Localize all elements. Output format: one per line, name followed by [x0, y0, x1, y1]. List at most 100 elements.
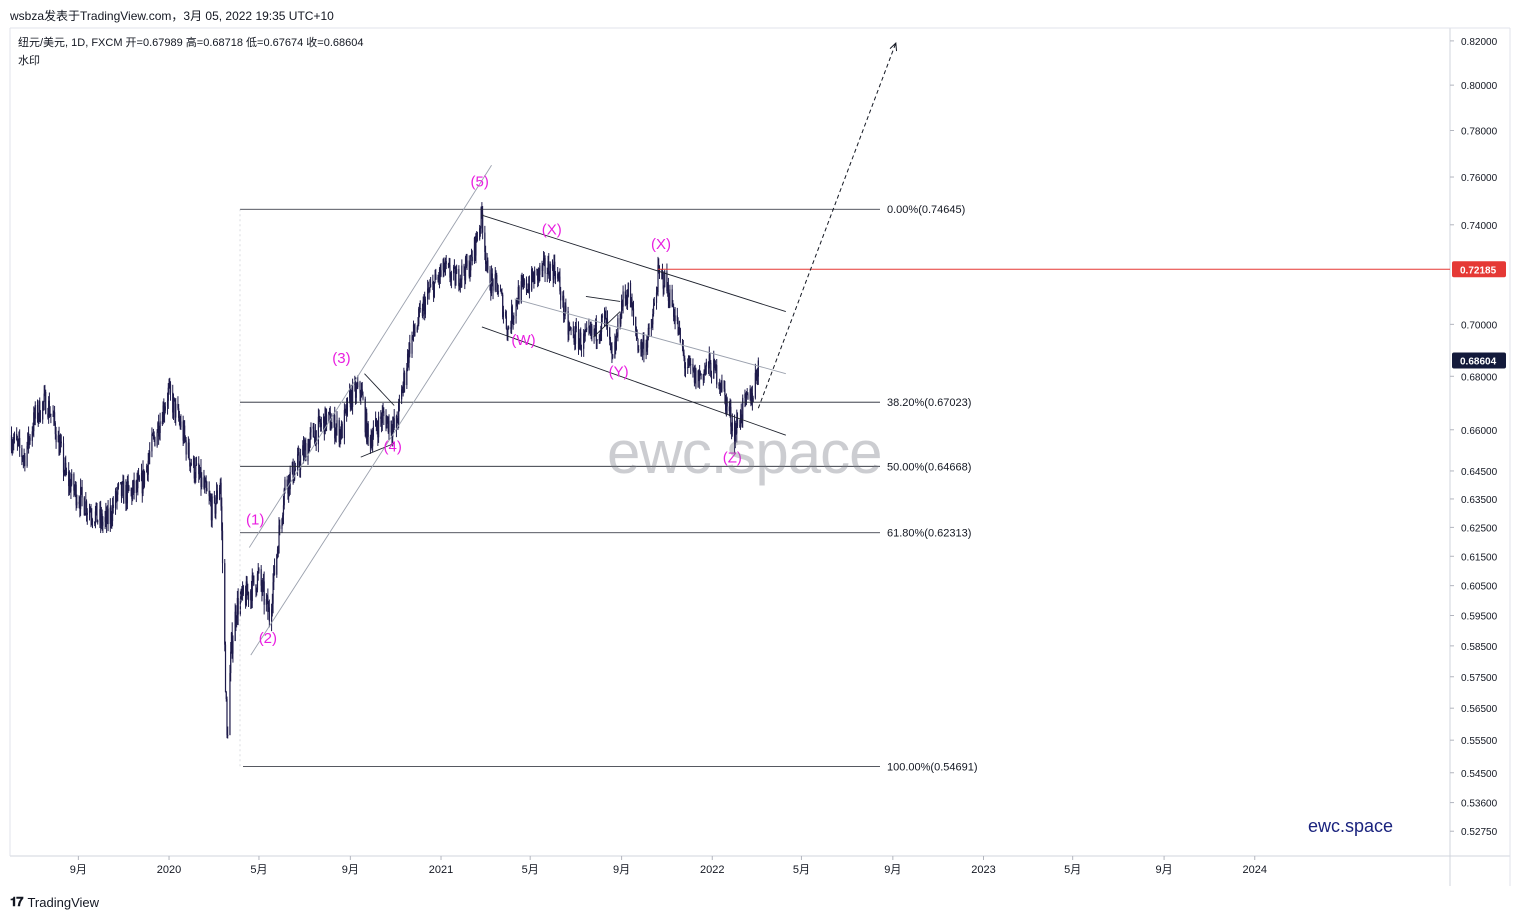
candle-body	[521, 281, 523, 282]
candle	[303, 437, 305, 461]
candle-body	[495, 274, 497, 276]
candle-body	[173, 397, 175, 400]
candle	[70, 479, 72, 500]
candle-body	[163, 410, 166, 415]
candle-body	[37, 416, 39, 420]
candle	[403, 367, 405, 394]
candle	[50, 413, 52, 424]
wave-label: (1)	[246, 512, 264, 529]
candle	[31, 426, 33, 447]
candle-body	[590, 326, 592, 333]
candle	[23, 448, 25, 467]
candle	[381, 405, 383, 432]
candle-body	[377, 416, 380, 438]
candle	[372, 427, 374, 453]
candle	[724, 380, 726, 405]
candle	[195, 456, 198, 466]
candle	[331, 413, 333, 429]
candle	[65, 467, 68, 476]
candle-body	[156, 432, 158, 446]
candle	[485, 261, 487, 272]
candle	[418, 306, 420, 327]
candle-body	[367, 423, 369, 437]
candle	[418, 303, 421, 318]
candle-body	[460, 278, 462, 280]
candle-body	[568, 328, 570, 335]
candle	[74, 481, 76, 498]
candle	[506, 328, 508, 341]
candle-body	[184, 436, 186, 441]
candle-body	[666, 271, 668, 292]
candle	[48, 396, 50, 424]
candle	[575, 318, 577, 333]
candle	[433, 282, 435, 299]
candle-body	[468, 260, 470, 277]
candle-body	[53, 412, 56, 424]
trend-lines[interactable]	[248, 42, 1450, 656]
wave-label: (5)	[470, 173, 488, 190]
candle	[450, 271, 452, 286]
candle	[583, 330, 586, 343]
candle-body	[577, 328, 580, 349]
candle	[456, 264, 458, 275]
candle-body	[260, 569, 262, 586]
candle	[647, 323, 649, 341]
fibonacci-retracement[interactable]: 0.00%(0.74645) 38.20%(0.67023) 50.00%(0.64…	[239, 204, 978, 773]
candle	[49, 406, 51, 417]
publish-info: wsbza发表于TradingView.com，3月 05, 2022 19:3…	[10, 9, 334, 23]
candle	[625, 294, 627, 306]
candle-body	[94, 522, 96, 524]
candle	[380, 410, 382, 427]
symbol-ohlc-legend[interactable]: 纽元/美元, 1D, FXCM 开=0.67989 高=0.68718 低=0.…	[18, 37, 364, 49]
candle	[383, 407, 385, 425]
candle	[609, 336, 612, 351]
time-axis[interactable]: 9月 2020 5月 9月 2021 5月 9月 2022 5月 9月 2023 5月 9月 2024	[70, 856, 1267, 876]
candle	[386, 416, 389, 424]
candle	[444, 257, 447, 276]
candle	[473, 236, 476, 264]
time-tick-label: 5月	[1064, 864, 1081, 876]
candle	[33, 406, 35, 438]
candle-body	[676, 315, 678, 322]
candle	[270, 603, 273, 632]
candle-body	[366, 423, 369, 443]
candle	[541, 260, 543, 278]
candle	[751, 385, 753, 411]
candle-body	[111, 520, 113, 521]
candle-body	[704, 366, 707, 372]
candle-body	[705, 361, 707, 367]
candle	[380, 412, 383, 433]
price-axis[interactable]: 0.82000 0.80000 0.78000 0.76000 0.74000 0.700…	[1450, 37, 1498, 838]
candle-body	[710, 362, 712, 377]
candle-body	[398, 399, 401, 403]
candle	[480, 206, 482, 234]
candle-body	[557, 273, 559, 279]
candle-body	[184, 425, 186, 437]
time-tick-label: 2020	[157, 864, 181, 876]
candle	[656, 286, 658, 295]
candle-body	[393, 418, 395, 428]
candle-body	[365, 412, 367, 433]
price-tick-label: 0.76000	[1461, 173, 1498, 184]
candle	[745, 392, 747, 407]
candle	[544, 255, 546, 283]
price-tick-label: 0.53600	[1461, 799, 1498, 810]
candle-body	[667, 284, 669, 292]
candle	[132, 479, 134, 495]
candle	[149, 442, 151, 465]
candle	[312, 422, 314, 438]
candle	[253, 575, 255, 587]
candle	[464, 266, 466, 290]
candle	[250, 589, 252, 610]
candle	[185, 436, 187, 461]
indicator-label[interactable]: 水印	[18, 55, 40, 67]
candle	[221, 497, 223, 541]
candle-body	[107, 508, 109, 525]
candle	[343, 403, 346, 445]
candle	[329, 406, 331, 431]
tradingview-footer[interactable]: 𝟏𝟕 TradingView	[10, 894, 99, 910]
candle-body	[517, 286, 519, 304]
candle	[58, 426, 60, 456]
candle-body	[70, 484, 72, 492]
